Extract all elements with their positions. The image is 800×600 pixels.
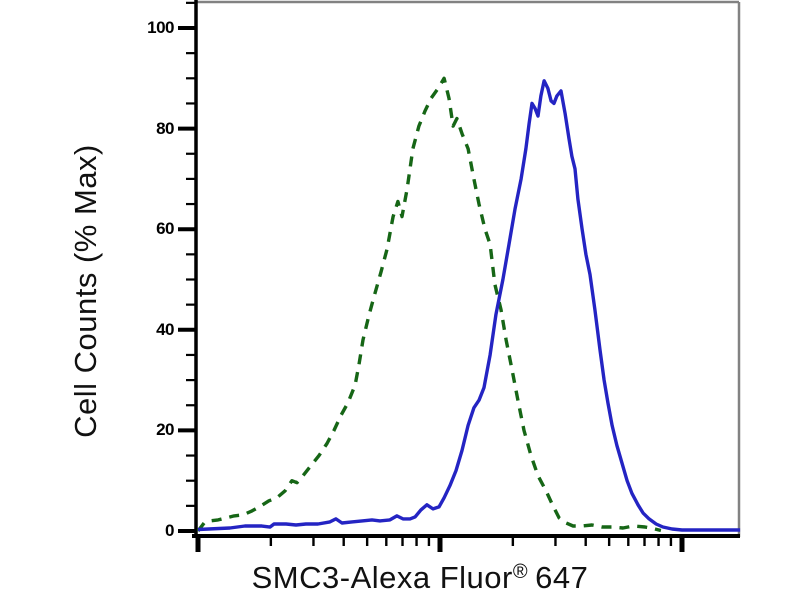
x-axis-title-main: SMC3-Alexa Fluor — [251, 560, 513, 595]
y-tick-label: 100 — [147, 18, 174, 37]
registered-trademark-symbol: ® — [512, 561, 529, 583]
y-tick-label: 60 — [156, 219, 174, 239]
y-tick-label: 20 — [156, 420, 174, 440]
control-curve-dashed — [196, 76, 662, 533]
y-tick-label: 0 — [165, 521, 174, 540]
x-axis-title: SMC3-Alexa Fluor® 647 — [140, 560, 700, 596]
y-axis-title: Cell Counts (% Max) — [68, 144, 103, 438]
x-axis-title-number: 647 — [535, 560, 589, 595]
y-tick-label: 40 — [156, 319, 174, 339]
sample-curve-solid — [197, 79, 741, 532]
y-tick-label: 80 — [156, 118, 174, 138]
